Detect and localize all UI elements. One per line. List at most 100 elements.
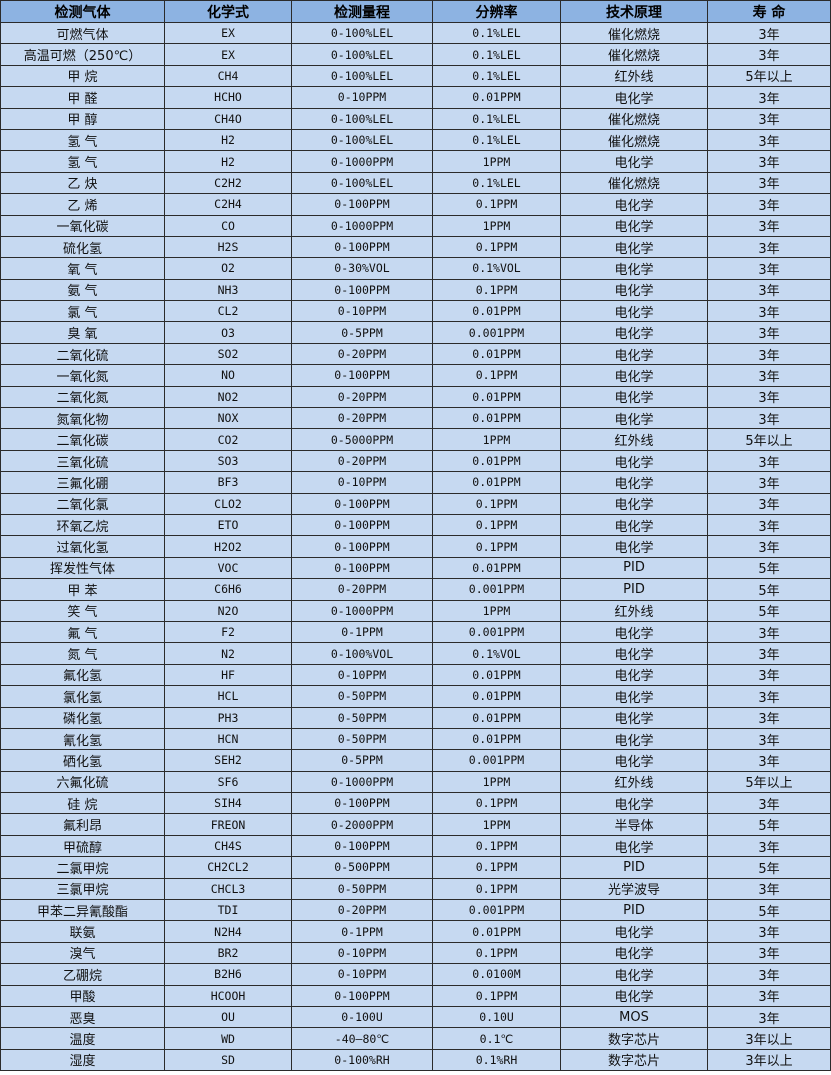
formula-cell: NO2 <box>164 385 292 409</box>
resolution-cell: 1PPM <box>432 813 561 836</box>
principle-cell: 电化学 <box>560 214 708 237</box>
gas-cell: 氰化氢 <box>0 727 165 751</box>
gas-cell: 一氧化碳 <box>0 214 165 237</box>
lifespan-cell: 3年以上 <box>707 1027 831 1050</box>
formula-cell: SIH4 <box>164 792 292 815</box>
lifespan-cell: 3年 <box>707 877 831 901</box>
principle-cell: 电化学 <box>560 235 708 259</box>
gas-cell: 氢 气 <box>0 128 165 152</box>
table-row: 甲苯二异氰酸酯 TDI 0-20PPM 0.001PPM PID 5年 <box>0 899 831 922</box>
range-cell: 0-1PPM <box>291 920 433 943</box>
formula-cell: H2O2 <box>164 535 292 558</box>
principle-cell: 电化学 <box>560 471 708 494</box>
table-row: 甲硫醇 CH4S 0-100PPM 0.1PPM 电化学 3年 <box>0 834 831 858</box>
table-row: 温度 WD -40—80℃ 0.1℃ 数字芯片 3年以上 <box>0 1027 831 1050</box>
principle-cell: 电化学 <box>560 749 708 772</box>
table-row: 六氟化硫 SF6 0-1000PPM 1PPM 红外线 5年以上 <box>0 770 831 794</box>
formula-cell: CH4S <box>164 834 292 858</box>
principle-cell: 电化学 <box>560 385 708 409</box>
principle-cell: 电化学 <box>560 150 708 173</box>
resolution-cell: 0.1%VOL <box>432 257 561 280</box>
table-row: 二氧化碳 CO2 0-5000PPM 1PPM 红外线 5年以上 <box>0 428 831 451</box>
lifespan-cell: 3年 <box>707 963 831 986</box>
table-row: 一氧化碳 CO 0-1000PPM 1PPM 电化学 3年 <box>0 214 831 237</box>
resolution-cell: 1PPM <box>432 428 561 451</box>
lifespan-cell: 3年 <box>707 663 831 687</box>
gas-cell: 三氧化硫 <box>0 449 165 473</box>
resolution-cell: 0.1PPM <box>432 856 561 879</box>
principle-cell: 数字芯片 <box>560 1027 708 1050</box>
formula-cell: VOC <box>164 556 292 580</box>
lifespan-cell: 3年 <box>707 792 831 815</box>
lifespan-cell: 5年以上 <box>707 770 831 794</box>
table-row: 氯 气 CL2 0-10PPM 0.01PPM 电化学 3年 <box>0 300 831 323</box>
resolution-cell: 0.1℃ <box>432 1027 561 1050</box>
resolution-cell: 0.01PPM <box>432 663 561 687</box>
table-row: 甲 醇 CH4O 0-100%LEL 0.1%LEL 催化燃烧 3年 <box>0 107 831 130</box>
lifespan-cell: 3年 <box>707 86 831 109</box>
resolution-cell: 0.1PPM <box>432 984 561 1007</box>
gas-cell: 联氨 <box>0 920 165 943</box>
range-cell: 0-100PPM <box>291 513 433 537</box>
gas-cell: 氟利昂 <box>0 813 165 836</box>
resolution-cell: 0.01PPM <box>432 920 561 943</box>
gas-cell: 过氧化氢 <box>0 535 165 558</box>
lifespan-cell: 3年 <box>707 513 831 537</box>
header-formula: 化学式 <box>164 0 292 23</box>
formula-cell: O2 <box>164 257 292 280</box>
range-cell: 0-100%LEL <box>291 128 433 152</box>
range-cell: 0-1000PPM <box>291 214 433 237</box>
formula-cell: HCHO <box>164 86 292 109</box>
range-cell: 0-100PPM <box>291 792 433 815</box>
table-row: 氟利昂 FREON 0-2000PPM 1PPM 半导体 5年 <box>0 813 831 836</box>
principle-cell: 催化燃烧 <box>560 107 708 130</box>
lifespan-cell: 3年 <box>707 43 831 66</box>
principle-cell: 电化学 <box>560 492 708 515</box>
principle-cell: 电化学 <box>560 278 708 302</box>
range-cell: 0-5000PPM <box>291 428 433 451</box>
principle-cell: 催化燃烧 <box>560 128 708 152</box>
principle-cell: 红外线 <box>560 599 708 622</box>
range-cell: 0-20PPM <box>291 899 433 922</box>
principle-cell: 红外线 <box>560 428 708 451</box>
range-cell: 0-20PPM <box>291 342 433 366</box>
lifespan-cell: 3年 <box>707 171 831 195</box>
gas-cell: 六氟化硫 <box>0 770 165 794</box>
formula-cell: ETO <box>164 513 292 537</box>
principle-cell: 电化学 <box>560 941 708 965</box>
formula-cell: O3 <box>164 321 292 344</box>
formula-cell: BF3 <box>164 471 292 494</box>
principle-cell: PID <box>560 578 708 601</box>
lifespan-cell: 3年 <box>707 749 831 772</box>
range-cell: 0-20PPM <box>291 385 433 409</box>
gas-cell: 甲 苯 <box>0 578 165 601</box>
gas-cell: 氧 气 <box>0 257 165 280</box>
table-row: 高温可燃（250℃） EX 0-100%LEL 0.1%LEL 催化燃烧 3年 <box>0 43 831 66</box>
range-cell: 0-50PPM <box>291 727 433 751</box>
formula-cell: CH4 <box>164 64 292 88</box>
gas-cell: 环氧乙烷 <box>0 513 165 537</box>
lifespan-cell: 5年 <box>707 556 831 580</box>
table-row: 联氨 N2H4 0-1PPM 0.01PPM 电化学 3年 <box>0 920 831 943</box>
gas-cell: 二氧化氯 <box>0 492 165 515</box>
range-cell: 0-100%LEL <box>291 43 433 66</box>
lifespan-cell: 5年 <box>707 856 831 879</box>
resolution-cell: 0.1PPM <box>432 364 561 387</box>
principle-cell: 电化学 <box>560 86 708 109</box>
principle-cell: 电化学 <box>560 321 708 344</box>
principle-cell: PID <box>560 899 708 922</box>
resolution-cell: 0.1PPM <box>432 492 561 515</box>
resolution-cell: 0.001PPM <box>432 749 561 772</box>
table-row: 笑 气 N2O 0-1000PPM 1PPM 红外线 5年 <box>0 599 831 622</box>
principle-cell: 电化学 <box>560 920 708 943</box>
table-row: 硅 烷 SIH4 0-100PPM 0.1PPM 电化学 3年 <box>0 792 831 815</box>
resolution-cell: 0.1PPM <box>432 235 561 259</box>
formula-cell: N2H4 <box>164 920 292 943</box>
lifespan-cell: 3年 <box>707 642 831 665</box>
formula-cell: HCL <box>164 685 292 708</box>
resolution-cell: 0.001PPM <box>432 620 561 644</box>
principle-cell: 数字芯片 <box>560 1048 708 1072</box>
lifespan-cell: 3年 <box>707 107 831 130</box>
formula-cell: SD <box>164 1048 292 1072</box>
gas-cell: 温度 <box>0 1027 165 1050</box>
